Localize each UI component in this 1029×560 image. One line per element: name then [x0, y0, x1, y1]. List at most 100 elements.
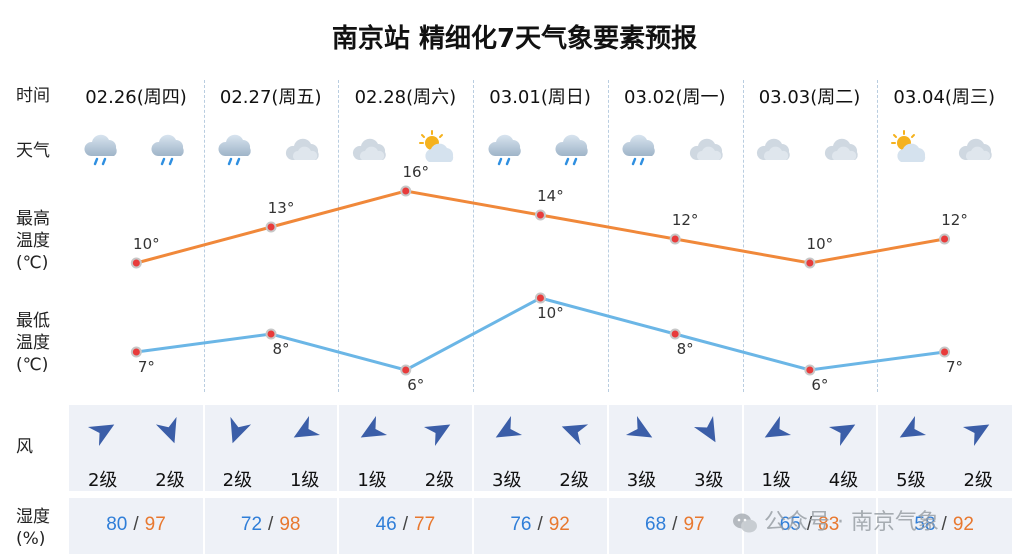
low-temp-point	[804, 364, 816, 376]
humidity-value: 46/77	[338, 514, 472, 536]
rain-cloud-icon	[619, 128, 663, 172]
sun-cloud-icon	[889, 128, 933, 172]
humidity-max: 97	[683, 514, 705, 535]
high-temp-label: 10°	[807, 235, 834, 253]
humidity-min: 76	[510, 514, 532, 535]
column-divider	[203, 80, 205, 392]
humidity-label-2: (%)	[16, 529, 46, 549]
sun-cloud-icon	[417, 128, 461, 172]
watermark: 公众号 · 南京气象	[732, 504, 939, 536]
low-temp-point	[534, 292, 546, 304]
low-temp-label: 6°	[407, 376, 424, 394]
wechat-icon	[733, 513, 757, 533]
low-temp-label: 7°	[946, 358, 963, 376]
cloud-icon	[822, 128, 866, 172]
weather-row-label: 天气	[16, 141, 50, 161]
time-row-label: 时间	[16, 86, 50, 106]
wind-direction-icon	[154, 415, 186, 447]
band-divider	[337, 498, 340, 554]
humidity-separator: /	[268, 514, 274, 535]
wind-level: 2级	[963, 470, 993, 491]
humidity-max: 77	[414, 514, 436, 535]
humidity-max: 97	[144, 514, 166, 535]
humidity-value: 68/97	[608, 514, 742, 536]
low-temp-label: 8°	[677, 340, 694, 358]
band-divider	[741, 405, 744, 491]
column-divider	[473, 80, 475, 392]
high-temp-label: 12°	[672, 211, 699, 229]
column-divider	[742, 80, 744, 392]
humidity-value: 65/83	[743, 514, 877, 536]
humidity-separator: /	[133, 514, 139, 535]
wind-direction-icon	[625, 415, 657, 447]
humidity-separator: /	[941, 514, 947, 535]
wind-level: 3级	[626, 470, 657, 491]
rain-cloud-icon	[485, 128, 529, 172]
high-temp-label-2: 温度	[16, 231, 50, 251]
wind-direction-icon	[828, 415, 860, 447]
date-label: 02.26(周四)	[85, 87, 187, 108]
wind-direction-icon	[760, 415, 792, 447]
low-temp-label-2: 温度	[16, 333, 50, 353]
humidity-max: 92	[952, 514, 974, 535]
wind-level: 1级	[289, 470, 320, 491]
high-temp-label: 13°	[268, 199, 295, 217]
rain-cloud-icon	[215, 128, 259, 172]
wind-direction-icon	[87, 415, 119, 447]
low-temp-label: 6°	[811, 376, 828, 394]
high-temp-point	[130, 257, 142, 269]
band-divider	[202, 498, 205, 554]
band-divider	[606, 498, 609, 554]
low-temp-label-1: 最低	[16, 311, 50, 331]
humidity-separator: /	[402, 514, 409, 535]
band-divider	[606, 405, 609, 491]
humidity-separator: /	[806, 514, 813, 535]
humidity-min: 68	[645, 514, 667, 535]
high-temp-point	[939, 233, 951, 245]
low-temp-label: 10°	[537, 304, 564, 322]
column-divider	[338, 80, 340, 392]
humidity-min: 80	[106, 514, 128, 535]
humidity-value: 76/92	[473, 514, 607, 536]
humidity-min: 72	[240, 514, 263, 535]
high-temp-label: 12°	[941, 211, 968, 229]
high-temp-label: 10°	[133, 235, 160, 253]
column-divider	[877, 80, 879, 392]
high-temp-point	[804, 257, 816, 269]
humidity-value: 72/98	[204, 514, 338, 536]
humidity-min: 58	[914, 514, 936, 535]
cloud-icon	[754, 128, 798, 172]
wind-direction-icon	[289, 415, 321, 447]
date-label: 03.01(周日)	[489, 87, 591, 108]
high-temp-label: 14°	[537, 187, 564, 205]
wind-level: 4级	[828, 470, 859, 491]
low-temp-label: 7°	[138, 358, 155, 376]
wind-level: 3级	[492, 470, 522, 491]
high-temp-unit: (℃)	[16, 253, 49, 273]
wind-level: 2级	[559, 470, 589, 491]
humidity-max: 98	[279, 514, 301, 535]
wind-direction-icon	[423, 415, 455, 447]
humidity-max: 92	[548, 514, 570, 535]
rain-cloud-icon	[148, 128, 192, 172]
high-temp-label: 16°	[402, 163, 429, 181]
date-label: 02.28(周六)	[354, 87, 457, 108]
high-temp-point	[400, 185, 412, 197]
column-divider	[607, 80, 609, 392]
wind-level: 1级	[357, 470, 387, 491]
rain-cloud-icon	[552, 128, 596, 172]
cloud-icon	[956, 128, 1000, 172]
high-temp-point	[534, 209, 546, 221]
wind-direction-icon	[895, 415, 927, 447]
wind-level: 2级	[87, 470, 118, 491]
high-temp-point	[669, 233, 681, 245]
wind-level: 2级	[424, 470, 455, 491]
band-divider	[337, 405, 340, 491]
page-title: 南京站 精细化7天气象要素预报	[331, 24, 698, 54]
humidity-label-1: 湿度	[16, 507, 50, 527]
band-divider	[876, 405, 879, 491]
rain-cloud-icon	[81, 128, 125, 172]
cloud-icon	[350, 128, 394, 172]
date-label: 02.27(周五)	[219, 87, 322, 108]
